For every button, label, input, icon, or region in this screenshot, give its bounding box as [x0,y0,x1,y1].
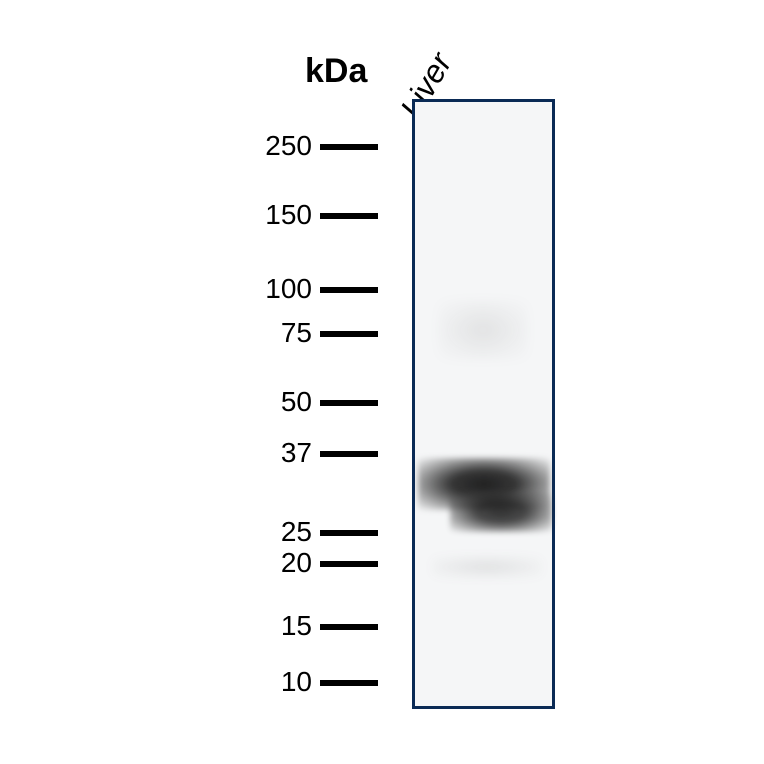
kda-header: kDa [305,52,367,91]
marker-label-25: 25 [281,516,312,548]
blot-canvas: kDa Liver 25015010075503725201510 [0,0,764,764]
marker-tick-100 [320,287,378,293]
marker-tick-50 [320,400,378,406]
marker-label-250: 250 [265,130,312,162]
marker-tick-75 [320,331,378,337]
marker-label-20: 20 [281,547,312,579]
lane-box [412,99,555,709]
marker-tick-37 [320,451,378,457]
band-3 [432,556,542,578]
band-2 [450,492,552,532]
band-0 [438,300,528,360]
marker-label-150: 150 [265,199,312,231]
marker-label-15: 15 [281,610,312,642]
marker-tick-150 [320,213,378,219]
marker-tick-25 [320,530,378,536]
marker-tick-20 [320,561,378,567]
marker-label-75: 75 [281,317,312,349]
marker-tick-10 [320,680,378,686]
marker-tick-250 [320,144,378,150]
marker-label-100: 100 [265,273,312,305]
marker-label-37: 37 [281,437,312,469]
marker-label-50: 50 [281,386,312,418]
marker-tick-15 [320,624,378,630]
marker-label-10: 10 [281,666,312,698]
